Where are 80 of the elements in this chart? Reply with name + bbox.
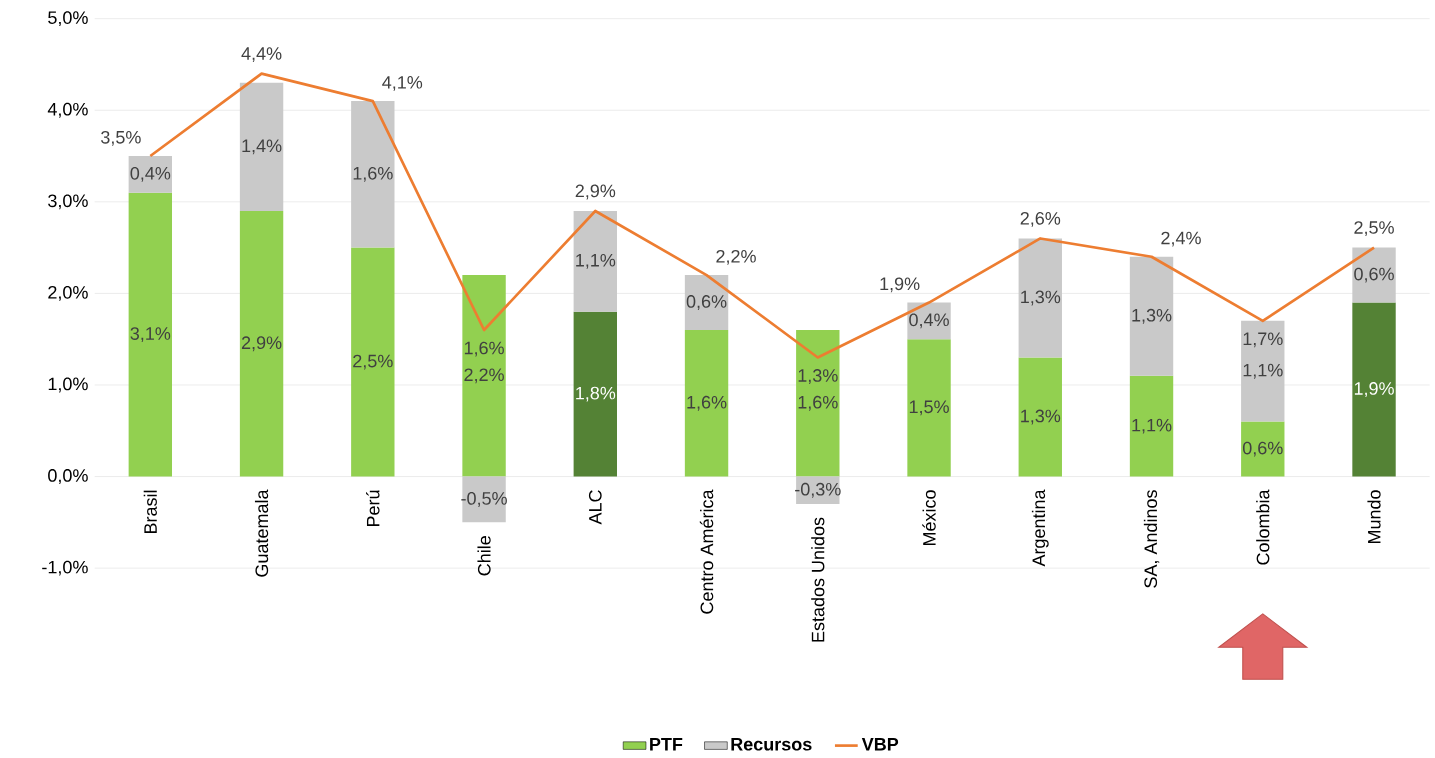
bar (796, 330, 840, 477)
data-label: 1,3% (1021, 290, 1061, 306)
bar (684, 330, 729, 477)
data-label: 1,6% (798, 396, 838, 411)
data-label: 4,1% (382, 76, 423, 92)
data-label: 2,5% (353, 354, 393, 370)
bar (573, 211, 617, 312)
x-tick-label: Brasil (143, 490, 157, 534)
x-tick-label: ALC (588, 490, 602, 525)
bar (1241, 421, 1285, 477)
bar (1352, 247, 1396, 303)
data-label: 1,5% (909, 400, 949, 416)
data-label: 3,1% (130, 327, 171, 343)
data-label: 1,6% (687, 396, 727, 411)
y-tick-label: -1,0% (42, 560, 88, 576)
data-label: 0,6% (686, 295, 727, 311)
data-label: 2,9% (575, 184, 616, 200)
bar (128, 156, 173, 193)
data-label: 0,4% (130, 167, 171, 183)
data-label: 2,4% (1161, 231, 1201, 247)
legend-label: VBP (861, 738, 899, 751)
x-tick-label: Estados Unidos (811, 517, 825, 642)
data-label: 2,2% (716, 250, 756, 266)
data-label: 2,6% (1020, 212, 1061, 228)
data-label: 0,6% (1242, 441, 1283, 457)
x-tick-label: Mundo (1367, 490, 1381, 544)
y-tick-label: 0,0% (48, 469, 88, 485)
bar (1018, 357, 1062, 477)
data-label: 1,6% (464, 341, 504, 357)
x-tick-label: Centro América (699, 489, 714, 614)
bar (239, 83, 284, 212)
data-label: 0,6% (1354, 267, 1394, 283)
bar (1018, 238, 1062, 358)
y-tick-label: 5,0% (48, 11, 88, 27)
data-label: 1,3% (1132, 309, 1172, 324)
x-tick-label: Chile (477, 536, 491, 576)
bar (1241, 321, 1285, 422)
data-label: 2,5% (1354, 221, 1394, 237)
x-tick-label: Argentina (1031, 489, 1049, 567)
bar (684, 275, 729, 331)
x-tick-label: Colombia (1256, 489, 1270, 565)
data-label: 1,1% (1132, 419, 1172, 434)
bar (573, 311, 617, 477)
bar (462, 275, 506, 477)
data-label: 1,1% (576, 254, 616, 269)
bar (351, 247, 395, 477)
data-label: -0,3% (795, 483, 841, 498)
data-label: 1,1% (1243, 364, 1283, 379)
x-tick-label: Guatemala (254, 489, 269, 577)
legend-label: Recursos (731, 738, 812, 751)
y-tick-label: 1,0% (48, 377, 88, 393)
data-label: 1,4% (242, 139, 282, 155)
data-label: 2,2% (464, 368, 504, 384)
data-label: 1,9% (880, 277, 920, 293)
y-tick-label: 2,0% (48, 286, 88, 302)
bar (128, 192, 173, 477)
bar (1129, 376, 1174, 477)
data-label: 2,9% (241, 336, 282, 352)
data-label: 1,3% (798, 369, 838, 385)
data-label: 0,4% (909, 313, 949, 329)
data-label: 3,5% (101, 131, 141, 147)
y-tick-label: 3,0% (48, 194, 88, 210)
data-label: 1,9% (1354, 382, 1394, 398)
bar (462, 476, 506, 523)
x-tick-label: México (922, 490, 936, 546)
bar (1129, 257, 1174, 377)
legend-label: PTF (650, 738, 683, 751)
data-label: 1,8% (576, 386, 616, 402)
bar (351, 101, 395, 248)
data-label: 1,3% (1021, 409, 1061, 425)
data-label: -0,5% (461, 492, 507, 508)
bar (239, 211, 284, 477)
bar (907, 339, 951, 477)
data-label: 1,7% (1243, 332, 1283, 348)
bar (1352, 302, 1396, 477)
data-label: 4,4% (241, 47, 282, 63)
data-label: 1,6% (353, 167, 393, 183)
y-tick-label: 4,0% (47, 103, 88, 118)
x-tick-label: SA, Andinos (1143, 490, 1160, 588)
x-tick-label: Perú (366, 490, 380, 527)
